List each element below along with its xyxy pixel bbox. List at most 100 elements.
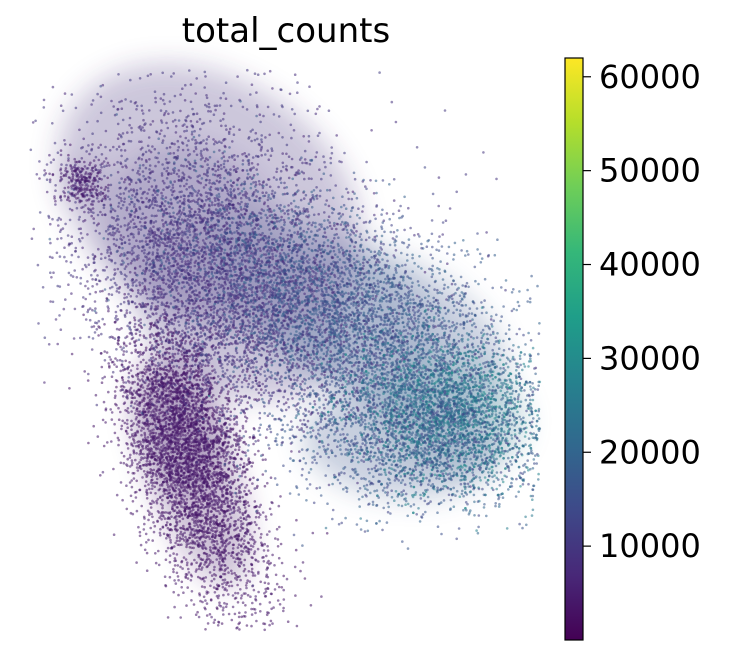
scatter-point xyxy=(212,519,215,523)
scatter-point xyxy=(148,322,152,325)
scatter-point xyxy=(249,595,252,598)
scatter-point xyxy=(163,371,167,375)
scatter-point xyxy=(263,592,266,595)
scatter-point xyxy=(84,284,87,288)
scatter-point xyxy=(238,429,242,433)
scatter-point xyxy=(175,493,178,497)
scatter-point xyxy=(166,485,170,489)
scatter-point xyxy=(128,342,132,345)
scatter-point xyxy=(394,249,398,252)
scatter-point xyxy=(220,551,224,554)
scatter-point xyxy=(220,540,223,544)
scatter-point xyxy=(245,379,248,383)
scatter-point xyxy=(107,390,110,394)
scatter-point xyxy=(163,575,167,578)
scatter-point xyxy=(216,455,219,459)
scatter-point xyxy=(148,442,151,446)
scatter-point xyxy=(223,372,227,375)
scatter-point xyxy=(131,364,134,367)
scatter-point xyxy=(179,565,182,569)
scatter-point xyxy=(148,368,151,371)
scatter-point xyxy=(125,389,128,392)
scatter-point xyxy=(135,452,138,455)
scatter-point xyxy=(159,425,162,428)
scatter-point xyxy=(160,463,163,466)
scatter-point xyxy=(197,555,201,559)
scatter-point xyxy=(204,413,208,416)
scatter-point xyxy=(243,506,247,509)
scatter-point xyxy=(201,471,204,475)
scatter-point xyxy=(218,497,221,500)
scatter-point xyxy=(146,316,149,320)
scatter-point xyxy=(356,481,359,485)
scatter-point xyxy=(138,404,141,408)
scatter-point xyxy=(244,584,248,587)
scatter-point xyxy=(200,577,203,581)
scatter-point xyxy=(244,430,248,433)
scatter-point xyxy=(177,414,180,418)
scatter-point xyxy=(180,445,184,448)
scatter-point xyxy=(204,628,207,631)
scatter-point xyxy=(144,447,148,450)
scatter-point xyxy=(164,448,168,452)
scatter-point xyxy=(226,581,230,584)
scatter-point xyxy=(206,555,209,558)
scatter-point xyxy=(229,580,233,584)
scatter-point xyxy=(240,457,243,461)
scatter-point xyxy=(201,526,205,530)
scatter-point xyxy=(227,390,230,393)
scatter-point xyxy=(205,475,208,479)
scatter-point xyxy=(257,570,260,574)
scatter-point xyxy=(226,519,229,522)
scatter-point xyxy=(205,602,209,605)
scatter-point xyxy=(257,590,260,594)
scatter-point xyxy=(126,366,130,369)
scatter-point xyxy=(101,289,104,293)
scatter-point xyxy=(175,571,179,575)
scatter-point xyxy=(183,494,187,498)
scatter-point xyxy=(173,352,177,356)
scatter-point xyxy=(249,522,253,525)
scatter-point xyxy=(208,358,211,362)
scatter-point xyxy=(110,411,114,414)
scatter-point xyxy=(175,465,178,468)
scatter-point xyxy=(216,542,219,546)
scatter-point xyxy=(158,366,162,370)
scatter-point xyxy=(152,501,156,504)
scatter-point xyxy=(255,619,258,623)
scatter-point xyxy=(140,429,143,432)
scatter-point xyxy=(162,413,166,417)
scatter-point xyxy=(213,536,217,539)
scatter-point xyxy=(165,430,169,434)
scatter-point xyxy=(124,336,127,340)
scatter-point xyxy=(208,554,211,557)
scatter-point xyxy=(219,407,223,411)
scatter-point xyxy=(266,587,270,590)
scatter-point xyxy=(195,523,199,527)
scatter-point xyxy=(216,585,220,588)
scatter-point xyxy=(274,573,278,577)
scatter-point xyxy=(205,590,209,593)
scatter-point xyxy=(160,439,164,443)
scatter-point xyxy=(192,395,195,398)
scatter-point xyxy=(230,554,233,557)
scatter-point xyxy=(227,571,230,574)
scatter-point xyxy=(210,414,214,417)
scatter-point xyxy=(183,531,186,535)
scatter-point xyxy=(194,503,197,507)
scatter-point xyxy=(126,464,129,468)
scatter-point xyxy=(117,418,121,422)
scatter-point xyxy=(184,378,187,382)
scatter-point xyxy=(174,433,177,437)
scatter-point xyxy=(209,524,212,527)
scatter-point xyxy=(166,483,169,487)
scatter-point xyxy=(205,553,209,556)
scatter-point xyxy=(205,485,209,489)
scatter-point xyxy=(329,174,333,177)
scatter-point xyxy=(254,515,258,519)
scatter-point xyxy=(211,462,215,465)
scatter-point xyxy=(233,417,237,420)
scatter-point xyxy=(227,462,231,465)
scatter-point xyxy=(217,510,220,513)
scatter-point xyxy=(94,393,98,397)
